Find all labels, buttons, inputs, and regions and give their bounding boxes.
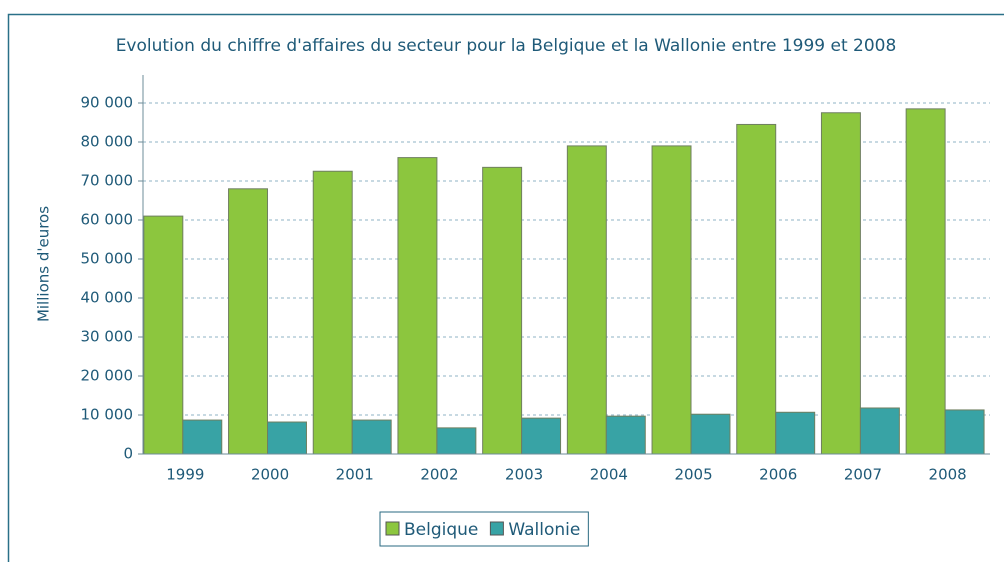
x-tick-label: 2004 <box>590 466 628 484</box>
y-tick-label: 0 <box>123 445 133 463</box>
y-tick-label: 50 000 <box>81 250 134 268</box>
x-tick-label: 2001 <box>336 466 374 484</box>
bar <box>351 419 392 455</box>
bar <box>312 170 353 455</box>
bar <box>820 112 861 455</box>
bar <box>859 407 900 455</box>
legend-label: Belgique <box>404 520 478 540</box>
y-tick-label: 40 000 <box>81 289 134 307</box>
bar <box>775 411 816 455</box>
y-tick-label: 80 000 <box>81 133 134 151</box>
legend-box <box>379 511 589 547</box>
bar <box>905 108 946 455</box>
x-tick-label: 2007 <box>844 466 882 484</box>
y-tick-label: 10 000 <box>81 406 134 424</box>
y-tick-label: 90 000 <box>81 94 134 112</box>
bar <box>605 415 646 455</box>
legend-label: Wallonie <box>508 520 580 540</box>
x-tick-label: 2008 <box>929 466 967 484</box>
x-tick-label: 2003 <box>505 466 543 484</box>
y-tick-label: 70 000 <box>81 172 134 190</box>
x-tick-label: 2006 <box>759 466 797 484</box>
bar <box>690 413 731 455</box>
x-tick-label: 2005 <box>674 466 712 484</box>
x-tick-label: 2002 <box>420 466 458 484</box>
bar <box>651 145 692 455</box>
frame <box>7 13 1004 562</box>
y-tick-label: 60 000 <box>81 211 134 229</box>
legend: Belgique Wallonie <box>379 511 589 547</box>
y-tick-label: 30 000 <box>81 328 134 346</box>
x-tick-label: 1999 <box>166 466 204 484</box>
legend-swatch <box>489 521 504 536</box>
bar <box>182 419 223 455</box>
bar <box>736 123 777 455</box>
bar <box>228 188 269 455</box>
bar <box>944 409 985 455</box>
bar <box>267 421 307 455</box>
bar <box>482 166 523 455</box>
bar <box>521 417 562 455</box>
x-tick-label: 2000 <box>251 466 289 484</box>
y-axis-label: Millions d'euros <box>35 206 53 322</box>
bar <box>397 157 438 455</box>
legend-swatch <box>385 521 400 536</box>
bar <box>143 215 184 455</box>
chart-title: Evolution du chiffre d'affaires du secte… <box>116 36 897 56</box>
bar <box>566 145 607 455</box>
y-tick-label: 20 000 <box>81 367 134 385</box>
bar <box>436 427 477 455</box>
